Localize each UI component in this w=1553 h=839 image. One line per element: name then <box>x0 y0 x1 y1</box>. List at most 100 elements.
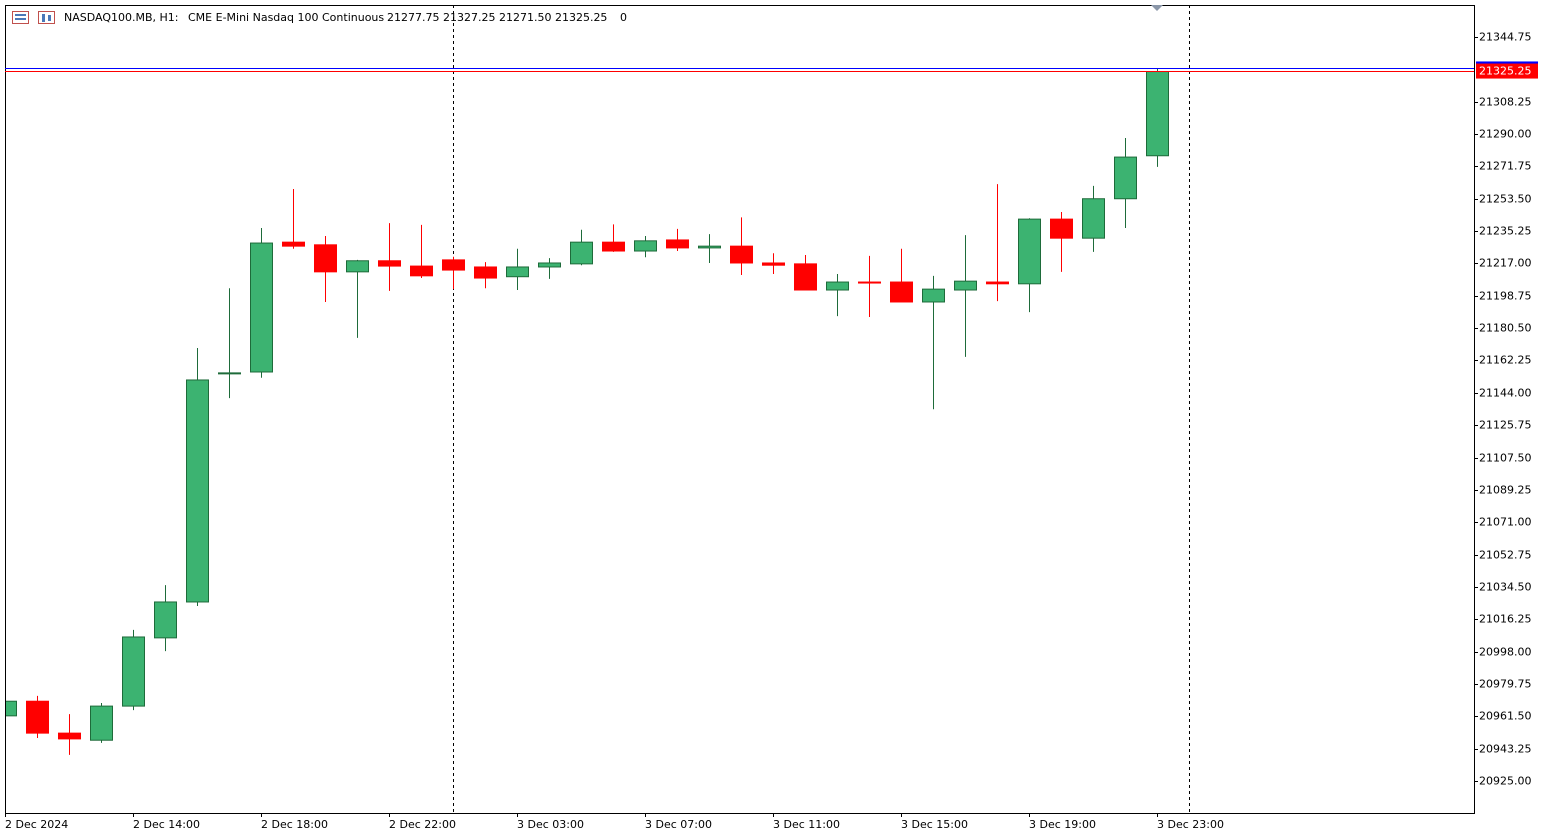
y-tick-label: 21107.50 <box>1479 452 1532 465</box>
candle <box>122 629 145 711</box>
x-tick-label: 2 Dec 22:00 <box>389 818 456 831</box>
icon <box>15 18 26 20</box>
y-tick-label: 21290.00 <box>1479 128 1532 141</box>
candle-body <box>90 705 113 741</box>
candle <box>346 259 369 338</box>
candle <box>506 248 529 291</box>
candle-body <box>186 379 209 603</box>
y-tick-label: 21034.50 <box>1479 581 1532 594</box>
candle-body <box>762 262 785 266</box>
candle-body <box>442 259 465 271</box>
y-tick-label: 21271.75 <box>1479 160 1532 173</box>
candle <box>186 348 209 606</box>
candle-body <box>506 266 529 278</box>
candle-body <box>986 281 1009 285</box>
candle <box>570 229 593 266</box>
y-tick-label: 21144.00 <box>1479 387 1532 400</box>
candle <box>1018 218 1041 313</box>
candle-body <box>314 244 337 273</box>
candle <box>282 188 305 249</box>
bid-label: 21325.25 <box>1479 65 1532 78</box>
y-tick-label: 20961.50 <box>1479 710 1532 723</box>
candle-body <box>826 281 849 291</box>
candle-body <box>58 732 81 740</box>
x-tick-label: 3 Dec 15:00 <box>901 818 968 831</box>
y-tick-label: 21217.00 <box>1479 257 1532 270</box>
candle <box>1082 185 1105 252</box>
header-icons <box>12 11 55 24</box>
candle <box>602 224 625 252</box>
candle <box>26 695 49 739</box>
volume: 0 <box>620 11 627 24</box>
candle-body <box>922 288 945 303</box>
candle <box>314 235 337 302</box>
candle-body <box>890 281 913 303</box>
candle-body <box>6 700 17 717</box>
candle <box>954 235 977 357</box>
y-tick-label: 21125.75 <box>1479 419 1532 432</box>
x-tick-label: 3 Dec 23:00 <box>1157 818 1224 831</box>
y-tick-label: 21198.75 <box>1479 290 1532 303</box>
candle <box>1146 68 1169 167</box>
shift-marker <box>1151 5 1163 11</box>
symbol: NASDAQ100.MB, H1: <box>64 11 179 24</box>
candle <box>890 248 913 303</box>
candle-body <box>1146 71 1169 157</box>
candle <box>378 223 401 291</box>
candle <box>250 227 273 378</box>
candle <box>698 234 721 263</box>
x-tick-label: 3 Dec 07:00 <box>645 818 712 831</box>
candle <box>1114 138 1137 228</box>
candle <box>858 255 881 318</box>
y-tick-label: 20979.75 <box>1479 678 1532 691</box>
x-tick-label: 2 Dec 18:00 <box>261 818 328 831</box>
icon <box>12 11 29 24</box>
candle <box>58 714 81 755</box>
icon <box>42 14 45 22</box>
x-tick-label: 2 Dec 2024 <box>5 818 68 831</box>
candle-body <box>538 262 561 268</box>
ohlc: 21277.75 21327.25 21271.50 21325.25 <box>387 11 607 24</box>
candle <box>410 224 433 279</box>
candle-body <box>474 266 497 279</box>
icon <box>38 11 55 24</box>
candle <box>826 274 849 317</box>
candle <box>538 258 561 279</box>
candle-body <box>218 372 241 375</box>
candle <box>90 703 113 743</box>
y-tick-label: 20943.25 <box>1479 743 1532 756</box>
candle-body <box>1018 218 1041 285</box>
bid-label-box <box>1476 63 1538 79</box>
candle-body <box>954 280 977 291</box>
candle-body <box>602 241 625 252</box>
y-tick-label: 20925.00 <box>1479 775 1532 788</box>
candle <box>1050 212 1073 272</box>
candle <box>218 288 241 399</box>
description: CME E-Mini Nasdaq 100 Continuous <box>188 11 384 24</box>
candle <box>922 275 945 410</box>
x-tick-label: 3 Dec 03:00 <box>517 818 584 831</box>
candle-body <box>122 636 145 707</box>
x-tick-label: 3 Dec 11:00 <box>773 818 840 831</box>
x-tick-label: 2 Dec 14:00 <box>133 818 200 831</box>
candle <box>666 228 689 252</box>
candle <box>730 217 753 275</box>
candle-body <box>378 260 401 267</box>
candle-body <box>1114 156 1137 200</box>
candle-body <box>634 240 657 252</box>
candle-body <box>1082 198 1105 239</box>
y-tick-label: 21071.00 <box>1479 516 1532 529</box>
candle-body <box>858 281 881 284</box>
candle <box>762 253 785 275</box>
y-tick-label: 21180.50 <box>1479 322 1532 335</box>
icon <box>15 14 26 16</box>
y-tick-label: 21308.25 <box>1479 96 1532 109</box>
candle-body <box>346 260 369 273</box>
y-tick-label: 21344.75 <box>1479 31 1532 44</box>
y-tick-label: 20998.00 <box>1479 646 1532 659</box>
y-tick-label: 21089.25 <box>1479 484 1532 497</box>
plot-frame <box>5 5 1475 814</box>
candle-body <box>1050 218 1073 239</box>
